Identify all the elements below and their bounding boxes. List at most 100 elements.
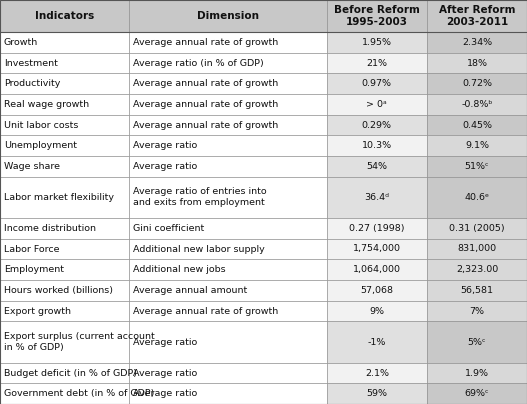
Bar <box>427 32 527 53</box>
Text: Indicators: Indicators <box>35 11 94 21</box>
Text: 1,064,000: 1,064,000 <box>353 265 401 274</box>
Text: After Reform
2003-2011: After Reform 2003-2011 <box>438 5 515 27</box>
Bar <box>427 74 527 94</box>
Text: 0.31 (2005): 0.31 (2005) <box>449 224 505 233</box>
Text: 5%ᶜ: 5%ᶜ <box>467 337 486 347</box>
Bar <box>129 218 327 239</box>
Bar <box>427 280 527 301</box>
Text: 0.72%: 0.72% <box>462 79 492 88</box>
Bar <box>427 321 527 363</box>
Bar <box>327 301 427 321</box>
Text: 56,581: 56,581 <box>461 286 493 295</box>
Bar <box>327 156 427 177</box>
Text: Average annual rate of growth: Average annual rate of growth <box>133 120 278 130</box>
Text: 9.1%: 9.1% <box>465 141 489 150</box>
Text: Average ratio: Average ratio <box>133 337 198 347</box>
Bar <box>427 135 527 156</box>
Text: -0.8%ᵇ: -0.8%ᵇ <box>461 100 493 109</box>
Bar <box>129 363 327 383</box>
Bar <box>0 363 129 383</box>
Text: Unit labor costs: Unit labor costs <box>4 120 79 130</box>
Text: Average ratio: Average ratio <box>133 162 198 171</box>
Bar <box>129 94 327 115</box>
Bar <box>0 115 129 135</box>
Text: 831,000: 831,000 <box>457 244 496 253</box>
Bar <box>0 321 129 363</box>
Bar <box>129 32 327 53</box>
Text: Real wage growth: Real wage growth <box>4 100 89 109</box>
Text: Investment: Investment <box>4 59 58 67</box>
Text: Average ratio (in % of GDP): Average ratio (in % of GDP) <box>133 59 264 67</box>
Bar <box>0 135 129 156</box>
Bar <box>327 259 427 280</box>
Bar <box>0 74 129 94</box>
Bar <box>0 259 129 280</box>
Text: 2,323.00: 2,323.00 <box>456 265 498 274</box>
Bar <box>129 301 327 321</box>
Text: 51%ᶜ: 51%ᶜ <box>465 162 489 171</box>
Bar <box>0 280 129 301</box>
Text: Employment: Employment <box>4 265 64 274</box>
Bar <box>427 383 527 404</box>
Text: Gini coefficient: Gini coefficient <box>133 224 204 233</box>
Text: Additional new jobs: Additional new jobs <box>133 265 226 274</box>
Bar <box>427 239 527 259</box>
Text: -1%: -1% <box>368 337 386 347</box>
Text: Productivity: Productivity <box>4 79 61 88</box>
Bar <box>0 0 129 32</box>
Text: Budget deficit (in % of GDP): Budget deficit (in % of GDP) <box>4 368 137 377</box>
Text: Government debt (in % of GDP): Government debt (in % of GDP) <box>4 389 154 398</box>
Text: Average annual amount: Average annual amount <box>133 286 247 295</box>
Text: 0.29%: 0.29% <box>362 120 392 130</box>
Text: Labor market flexibility: Labor market flexibility <box>4 193 114 202</box>
Bar <box>327 94 427 115</box>
Bar <box>427 218 527 239</box>
Text: Average ratio of entries into
and exits from employment: Average ratio of entries into and exits … <box>133 187 267 207</box>
Text: Export surplus (current account
in % of GDP): Export surplus (current account in % of … <box>4 332 155 352</box>
Bar <box>0 94 129 115</box>
Text: 1.9%: 1.9% <box>465 368 489 377</box>
Bar <box>327 0 427 32</box>
Bar <box>0 177 129 218</box>
Bar <box>327 53 427 74</box>
Text: Average annual rate of growth: Average annual rate of growth <box>133 38 278 47</box>
Text: 10.3%: 10.3% <box>362 141 392 150</box>
Bar <box>327 280 427 301</box>
Bar <box>129 74 327 94</box>
Bar <box>129 239 327 259</box>
Bar <box>129 135 327 156</box>
Text: Export growth: Export growth <box>4 307 71 316</box>
Text: 36.4ᵈ: 36.4ᵈ <box>364 193 389 202</box>
Text: Average annual rate of growth: Average annual rate of growth <box>133 79 278 88</box>
Bar <box>0 53 129 74</box>
Text: 0.45%: 0.45% <box>462 120 492 130</box>
Text: 2.1%: 2.1% <box>365 368 389 377</box>
Bar <box>327 32 427 53</box>
Bar <box>129 115 327 135</box>
Text: Before Reform
1995-2003: Before Reform 1995-2003 <box>334 5 419 27</box>
Bar <box>427 301 527 321</box>
Bar <box>327 218 427 239</box>
Text: 57,068: 57,068 <box>360 286 393 295</box>
Bar <box>129 177 327 218</box>
Bar <box>427 177 527 218</box>
Text: Average ratio: Average ratio <box>133 389 198 398</box>
Text: 0.97%: 0.97% <box>362 79 392 88</box>
Text: Dimension: Dimension <box>197 11 259 21</box>
Bar <box>0 239 129 259</box>
Text: 2.34%: 2.34% <box>462 38 492 47</box>
Bar <box>327 135 427 156</box>
Bar <box>427 53 527 74</box>
Bar <box>129 0 327 32</box>
Text: Average ratio: Average ratio <box>133 141 198 150</box>
Text: 0.27 (1998): 0.27 (1998) <box>349 224 405 233</box>
Text: 7%: 7% <box>470 307 484 316</box>
Bar <box>327 383 427 404</box>
Text: 54%: 54% <box>366 162 387 171</box>
Text: > 0ᵃ: > 0ᵃ <box>366 100 387 109</box>
Text: Unemployment: Unemployment <box>4 141 77 150</box>
Bar <box>0 32 129 53</box>
Bar <box>427 0 527 32</box>
Text: 9%: 9% <box>369 307 384 316</box>
Bar <box>327 239 427 259</box>
